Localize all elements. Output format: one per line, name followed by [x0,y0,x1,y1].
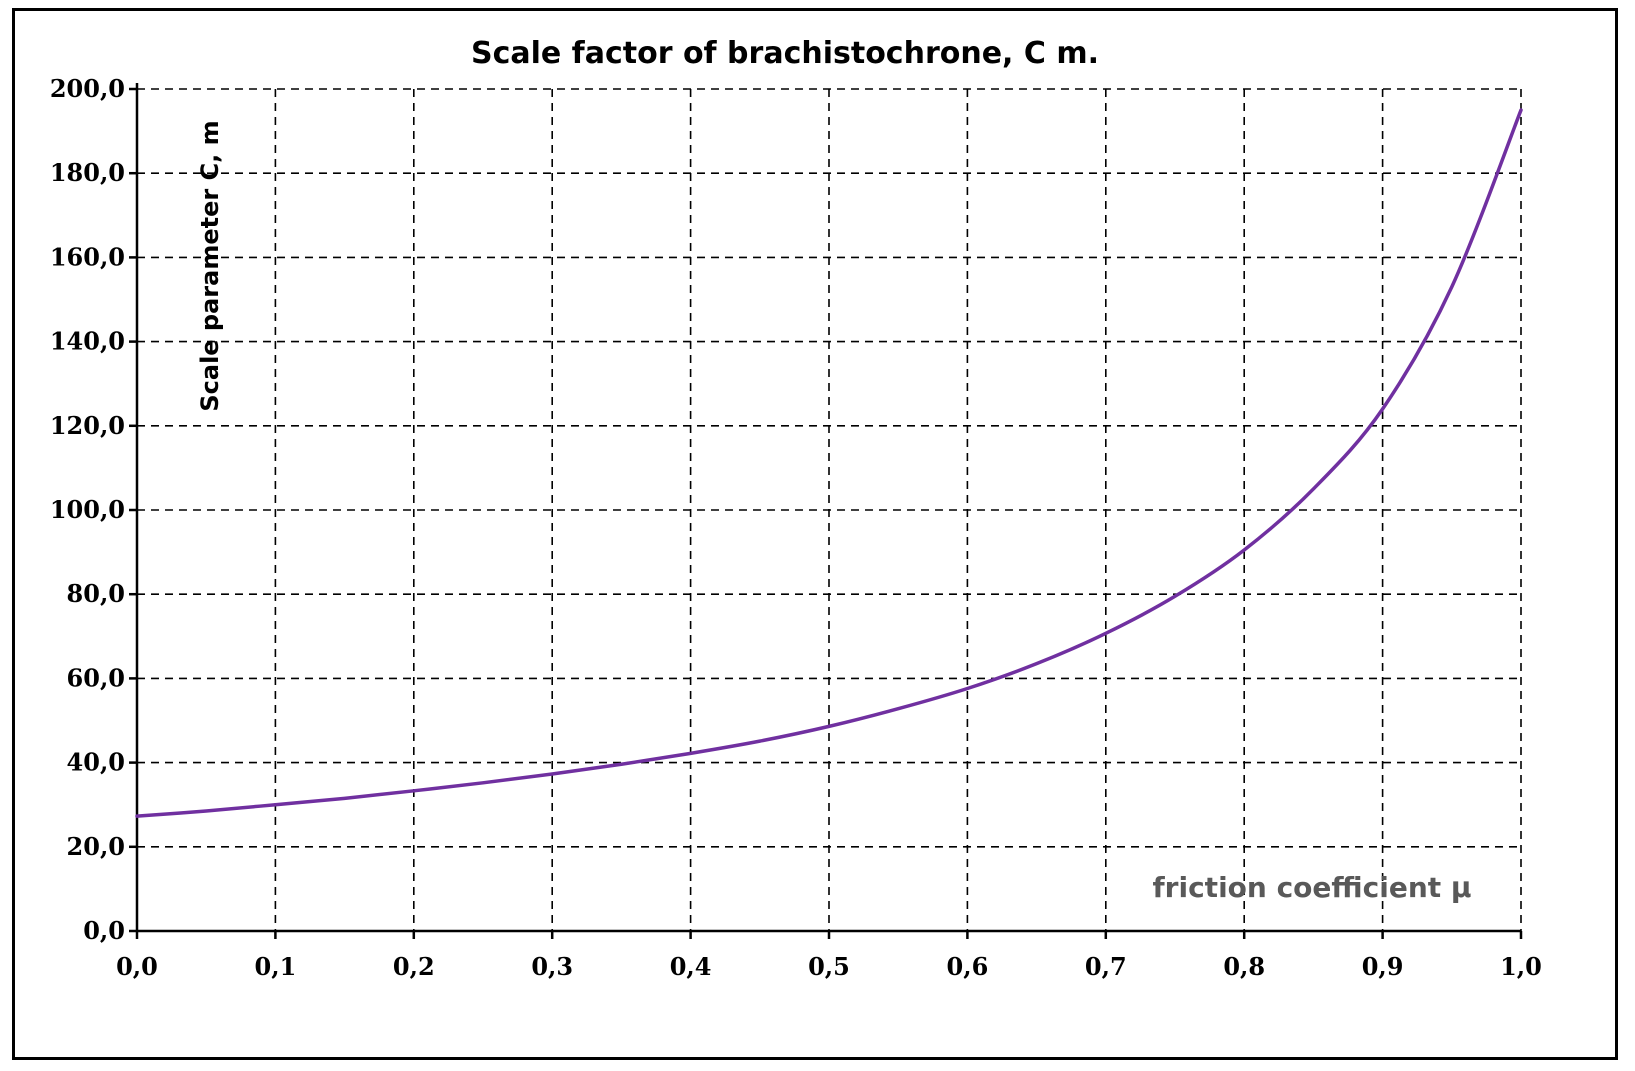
x-tick-label: 0,0 [116,952,158,981]
x-tick-label: 0,2 [393,952,435,981]
y-tick-label: 0,0 [83,916,125,945]
x-tick-label: 0,5 [808,952,850,981]
x-tick-label: 0,3 [531,952,573,981]
y-tick-label: 180,0 [50,158,125,187]
series-line [135,108,1523,818]
y-tick-label: 140,0 [50,327,125,356]
y-tick-label: 160,0 [50,242,125,271]
y-tick-label: 40,0 [67,748,125,777]
x-tick-label: 0,6 [947,952,989,981]
chart-svg: Scale factor of brachistochrone, C m. 0,… [50,36,1542,981]
x-tick-label: 0,7 [1085,952,1127,981]
tick-layer: 0,0 20,0 40,0 60,0 80,0 100,0 120,0 140,0 160,0 1… [50,74,1542,981]
x-tick-label: 0,1 [255,952,297,981]
x-tick-label: 0,8 [1223,952,1265,981]
x-tick-label: 0,9 [1362,952,1404,981]
x-tick-label: 1,0 [1500,952,1542,981]
x-axis-label: friction coefficient μ [1153,871,1472,904]
y-tick-label: 200,0 [50,74,125,103]
chart-title: Scale factor of brachistochrone, C m. [471,36,1099,71]
axis-layer [129,83,1523,939]
y-tick-label: 20,0 [67,832,125,861]
y-tick-label: 120,0 [50,411,125,440]
y-tick-label: 100,0 [50,495,125,524]
grid-layer [137,88,1522,931]
y-axis-label: Scale parameter C, m [196,120,224,411]
y-tick-label: 60,0 [67,663,125,692]
series-layer [135,108,1523,818]
y-tick-label: 80,0 [67,579,125,608]
x-tick-label: 0,4 [670,952,712,981]
chart-frame: Scale factor of brachistochrone, C m. 0,… [12,8,1618,1060]
